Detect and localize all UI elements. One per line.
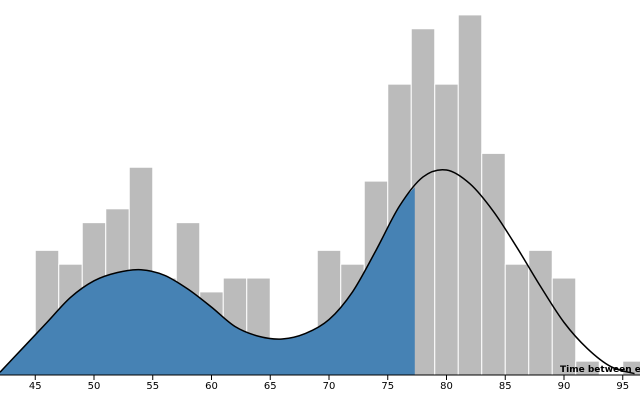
histogram-bar-18 bbox=[434, 83, 459, 376]
x-tick-label-75: 75 bbox=[381, 381, 394, 392]
x-tick-label-80: 80 bbox=[440, 381, 453, 392]
x-tick-label-55: 55 bbox=[146, 381, 159, 392]
x-axis: 45 50 55 60 65 70 75 80 85 90 95 bbox=[0, 374, 640, 392]
histogram-bar-20 bbox=[481, 152, 506, 376]
density-highlight-area bbox=[0, 187, 415, 375]
histogram-bar-22 bbox=[528, 249, 553, 376]
density-curve bbox=[0, 168, 635, 375]
x-tick-label-45: 45 bbox=[29, 381, 42, 392]
x-tick-label-70: 70 bbox=[323, 381, 336, 392]
x-tick-label-50: 50 bbox=[88, 381, 101, 392]
x-tick-label-65: 65 bbox=[264, 381, 277, 392]
x-axis-title: Time between eruptions bbox=[560, 365, 640, 375]
x-tick-label-90: 90 bbox=[558, 381, 571, 392]
histogram-bar-19 bbox=[457, 14, 483, 376]
histogram-bar-23 bbox=[551, 277, 577, 376]
histogram-bar-21 bbox=[504, 263, 530, 376]
x-tick-label-85: 85 bbox=[499, 381, 512, 392]
x-tick-label-60: 60 bbox=[205, 381, 218, 392]
x-tick-label-95: 95 bbox=[616, 381, 629, 392]
